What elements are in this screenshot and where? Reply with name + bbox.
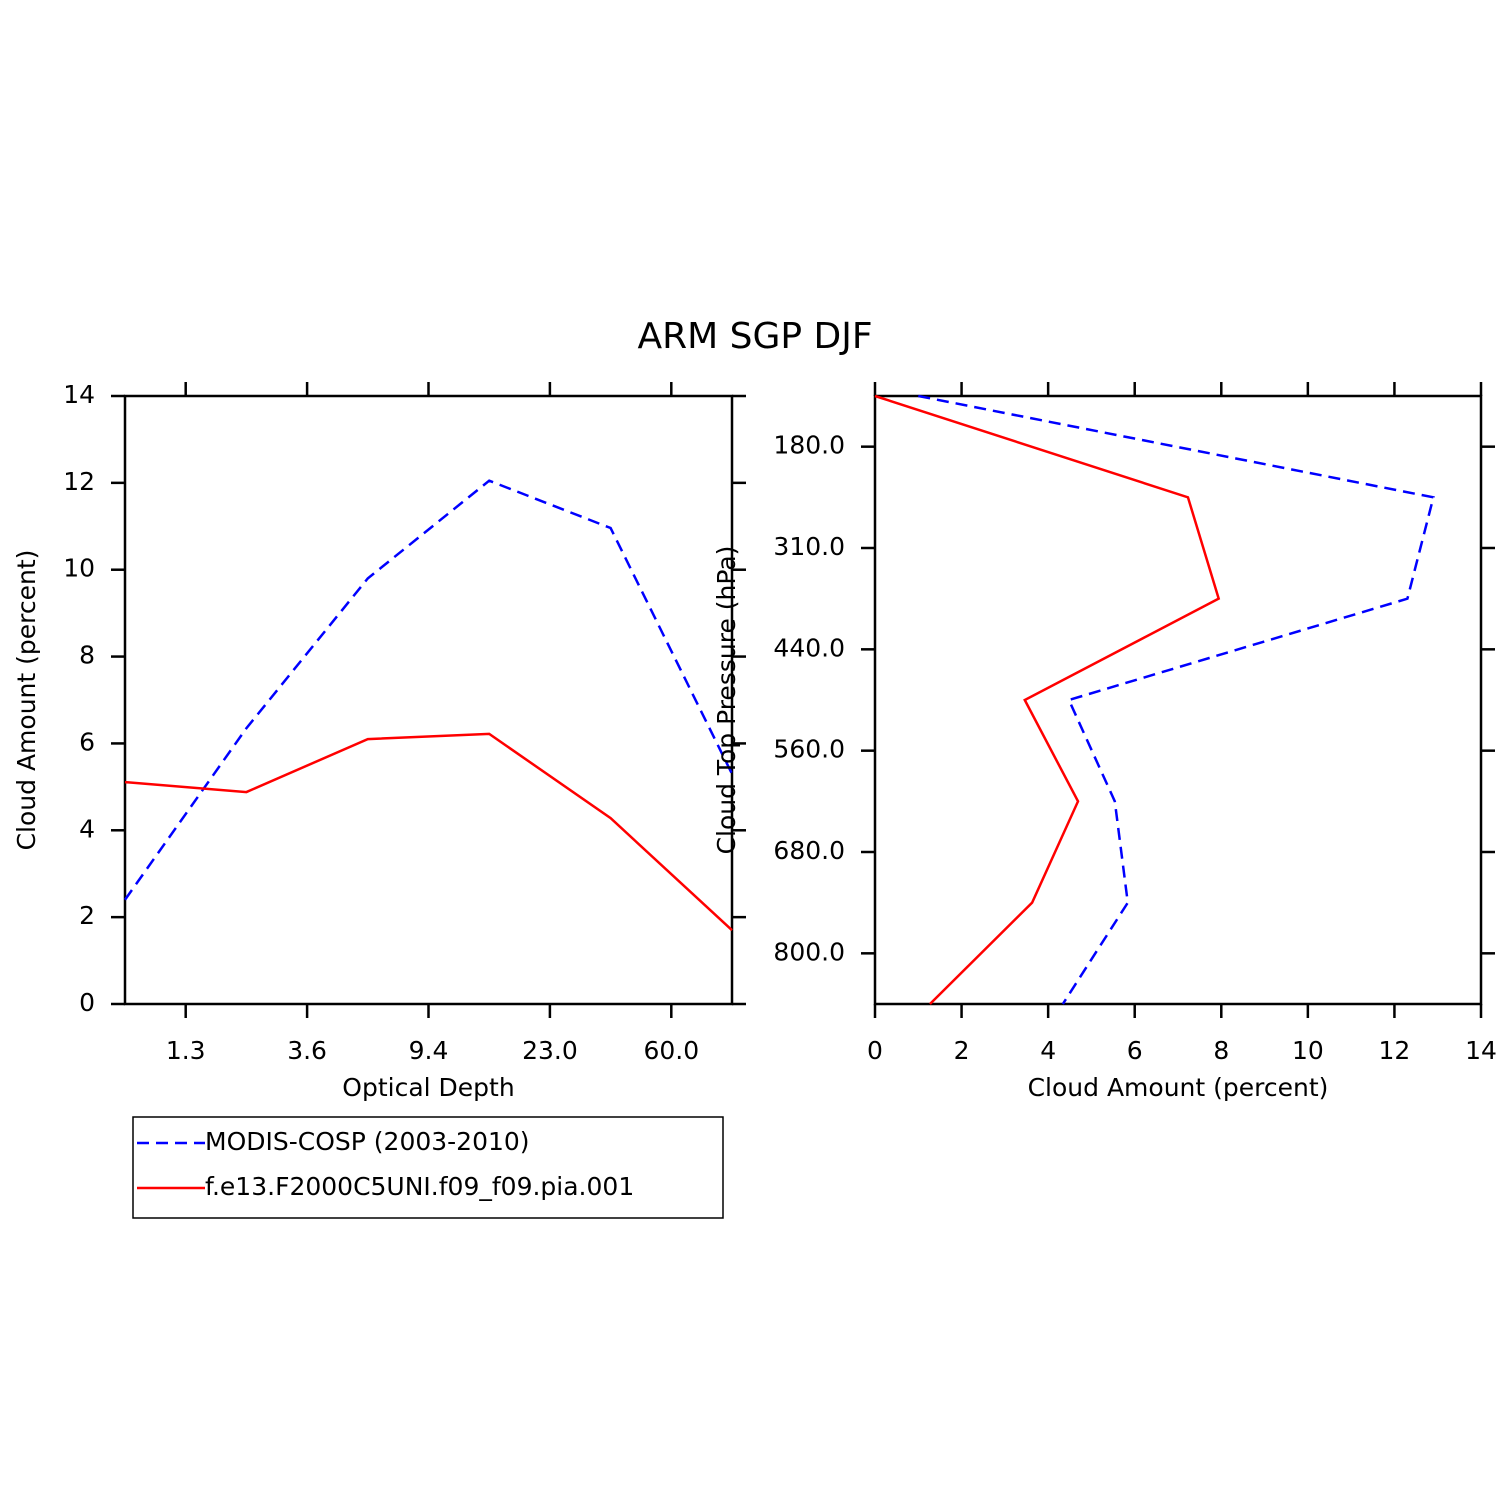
y-tick-label: 0 <box>79 988 95 1017</box>
y-tick-label: 680.0 <box>773 836 845 865</box>
legend-box <box>132 1116 724 1219</box>
x-tick-label: 6 <box>1127 1036 1143 1065</box>
y-tick-label: 14 <box>63 380 95 409</box>
x-tick-label: 12 <box>1379 1036 1411 1065</box>
y-tick-label: 310.0 <box>773 532 845 561</box>
y-axis-label: Cloud Amount (percent) <box>12 550 41 851</box>
x-tick-label: 3.6 <box>287 1036 327 1065</box>
figure-title: ARM SGP DJF <box>637 316 872 357</box>
y-tick-label: 6 <box>79 727 95 756</box>
y-tick-label: 800.0 <box>773 937 845 966</box>
y-tick-label: 8 <box>79 641 95 670</box>
y-tick-label: 2 <box>79 901 95 930</box>
x-tick-label: 14 <box>1465 1036 1497 1065</box>
x-axis-label: Cloud Amount (percent) <box>1028 1073 1329 1102</box>
y-tick-label: 440.0 <box>773 633 845 662</box>
x-tick-label: 60.0 <box>643 1036 699 1065</box>
series-line <box>918 394 1435 1005</box>
y-tick-label: 4 <box>79 814 95 843</box>
x-tick-label: 4 <box>1040 1036 1056 1065</box>
legend-label: f.e13.F2000C5UNI.f09_f09.pia.001 <box>205 1172 634 1201</box>
x-tick-label: 23.0 <box>522 1036 578 1065</box>
x-tick-label: 1.3 <box>166 1036 206 1065</box>
x-axis-label: Optical Depth <box>342 1073 514 1102</box>
series-line <box>874 394 1221 1005</box>
plot-frame <box>123 394 734 1006</box>
x-tick-label: 0 <box>867 1036 883 1065</box>
series-line <box>124 732 733 932</box>
y-tick-label: 10 <box>63 554 95 583</box>
legend-label: MODIS-COSP (2003-2010) <box>205 1127 530 1156</box>
y-axis-label: Cloud Top Pressure (hPa) <box>712 546 741 855</box>
y-tick-label: 12 <box>63 467 95 496</box>
y-tick-label: 180.0 <box>773 431 845 460</box>
x-tick-label: 9.4 <box>409 1036 449 1065</box>
x-tick-label: 2 <box>954 1036 970 1065</box>
x-tick-label: 10 <box>1292 1036 1324 1065</box>
y-tick-label: 560.0 <box>773 735 845 764</box>
series-line <box>123 479 734 901</box>
x-tick-label: 8 <box>1213 1036 1229 1065</box>
plot-frame <box>873 394 1483 1006</box>
